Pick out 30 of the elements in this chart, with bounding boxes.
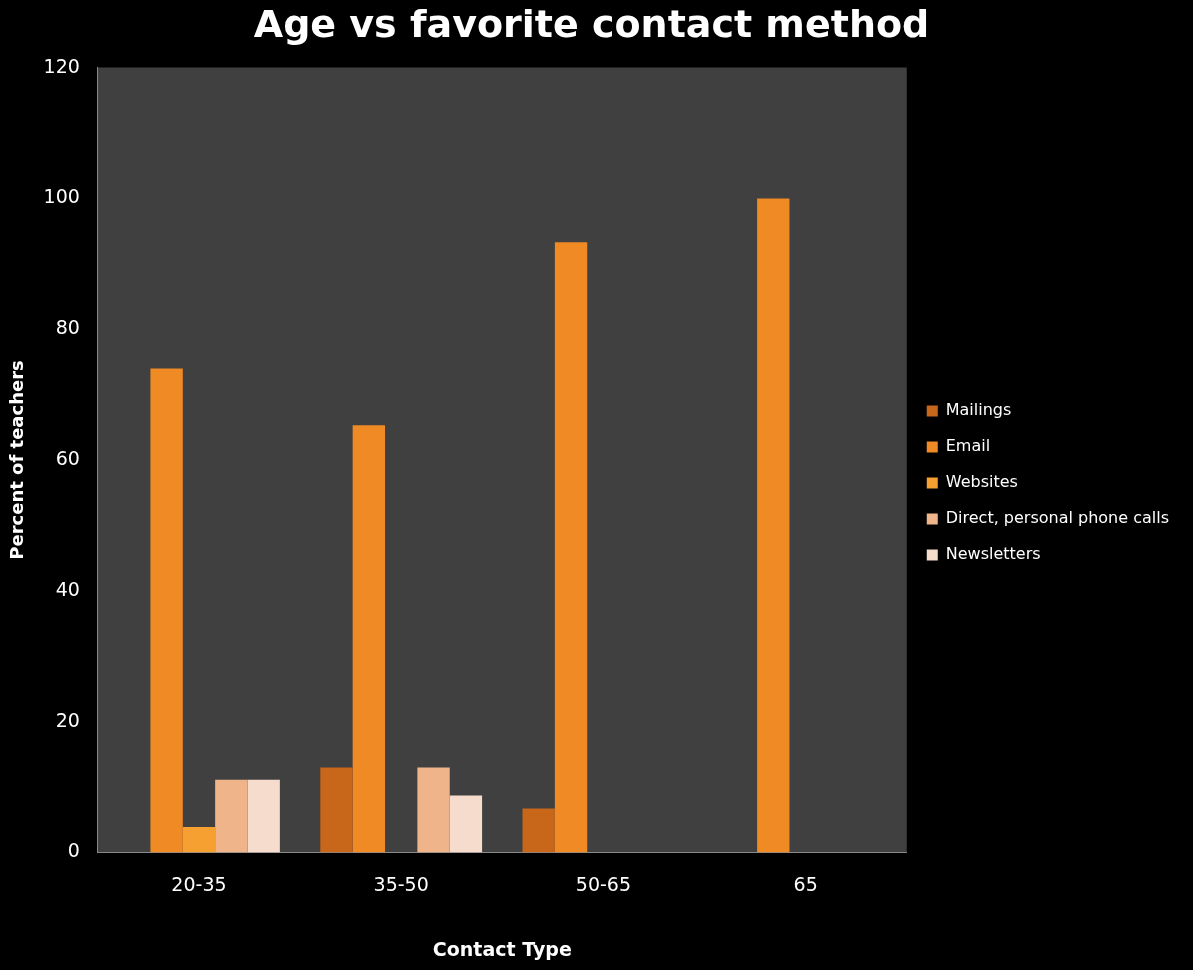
legend-label: Newsletters — [945, 544, 1041, 564]
bar — [522, 808, 555, 853]
bar — [215, 779, 248, 853]
y-tick-label: 40 — [55, 577, 80, 600]
x-tick-label: 20-35 — [171, 872, 227, 895]
x-tick-label: 35-50 — [373, 872, 429, 895]
bar — [554, 242, 588, 853]
chart-title: Age vs favorite contact method — [253, 1, 930, 46]
y-tick-label: 120 — [43, 54, 80, 77]
y-tick-label: 100 — [43, 185, 80, 208]
bar — [182, 826, 216, 853]
bar — [352, 425, 386, 853]
bar — [150, 368, 183, 853]
bar — [320, 767, 353, 853]
y-tick-label: 20 — [55, 708, 80, 731]
bar — [417, 767, 450, 853]
bar — [449, 795, 483, 853]
y-tick-label: 60 — [55, 446, 80, 469]
y-tick-label: 0 — [67, 839, 80, 862]
y-tick-label: 80 — [55, 316, 80, 339]
legend-label: Websites — [945, 472, 1018, 492]
legend-label: Email — [945, 436, 991, 456]
legend-label: Direct, personal phone calls — [945, 508, 1170, 528]
bar — [757, 198, 790, 853]
legend-label: Mailings — [945, 400, 1012, 420]
x-tick-label: 50-65 — [575, 872, 632, 895]
x-axis-title: Contact Type — [432, 937, 572, 960]
y-axis-title: Percent of teachers — [6, 360, 28, 560]
bar — [247, 779, 280, 853]
x-tick-label: 65 — [793, 872, 818, 895]
